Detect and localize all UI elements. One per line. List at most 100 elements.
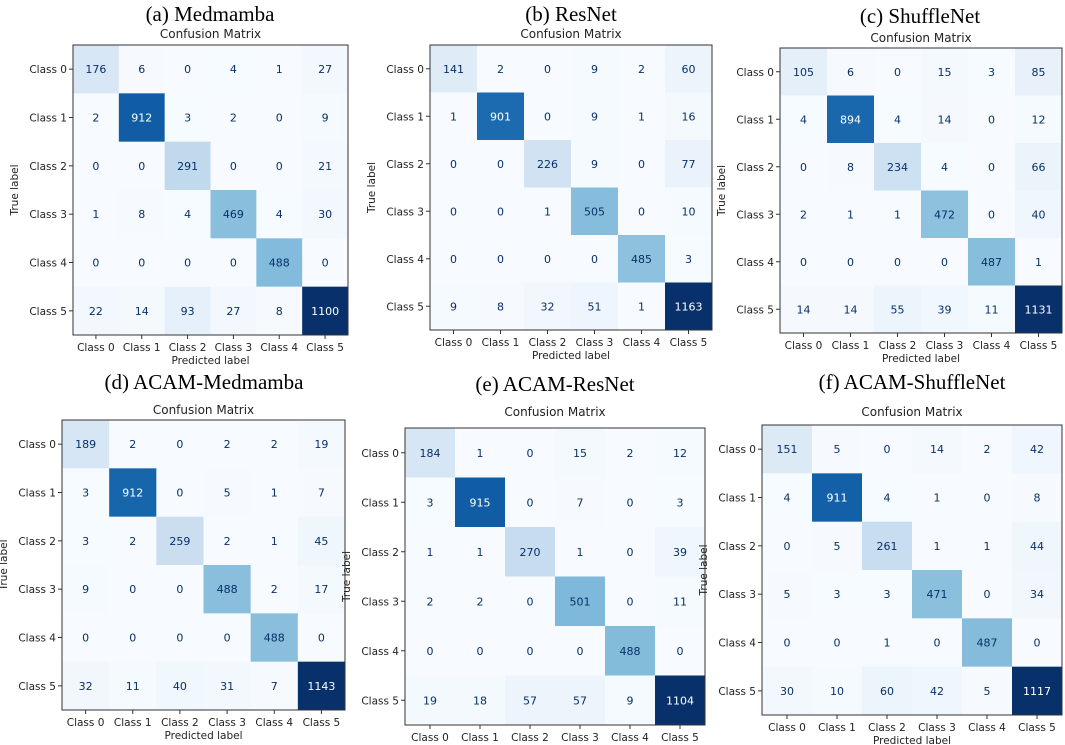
- cell-value: 0: [497, 205, 504, 218]
- y-tick-label: Class 3: [29, 209, 67, 221]
- cell-value: 901: [490, 110, 511, 123]
- cell-value: 14: [930, 443, 944, 456]
- matrix-cell: [210, 45, 257, 94]
- cell-value: 0: [129, 583, 136, 596]
- matrix-cell: [1012, 666, 1063, 716]
- matrix-cell: [430, 282, 478, 331]
- y-axis-label: True label: [0, 539, 10, 591]
- cell-value: 16: [682, 110, 696, 123]
- matrix-cell: [430, 187, 478, 236]
- cell-value: 93: [181, 305, 195, 318]
- cell-value: 3: [988, 66, 995, 79]
- cell-value: 10: [682, 205, 696, 218]
- matrix-cell: [455, 576, 506, 627]
- x-tick-label: Class 4: [968, 722, 1006, 734]
- cell-value: 11: [126, 680, 140, 693]
- cell-value: 0: [176, 583, 183, 596]
- matrix-cell: [605, 675, 656, 726]
- matrix-cell: [203, 516, 252, 566]
- cell-value: 42: [1030, 443, 1044, 456]
- matrix-cell: [962, 521, 1013, 571]
- cell-value: 14: [844, 303, 858, 316]
- matrix-cell: [164, 141, 211, 191]
- cell-value: 176: [85, 63, 106, 76]
- matrix-cell: [862, 425, 913, 474]
- matrix-cell: [524, 187, 572, 236]
- matrix-cell: [156, 516, 204, 566]
- matrix-cell: [73, 286, 120, 336]
- matrix-cell: [297, 613, 346, 663]
- cell-value: 0: [450, 205, 457, 218]
- cell-value: 0: [677, 645, 684, 658]
- y-axis-label: True label: [341, 551, 353, 603]
- matrix-cell: [118, 190, 166, 239]
- cell-value: 0: [784, 637, 791, 650]
- matrix-cell: [874, 190, 922, 239]
- cell-value: 6: [847, 66, 854, 79]
- cell-value: 2: [129, 535, 136, 548]
- y-tick-label: Class 2: [718, 541, 756, 553]
- cell-value: 2: [427, 595, 434, 608]
- matrix-cell: [762, 570, 813, 619]
- cell-value: 1: [477, 447, 484, 460]
- matrix-cell: [921, 95, 969, 144]
- x-axis-label: Predicted label: [171, 355, 249, 367]
- matrix-cell: [921, 190, 969, 239]
- cell-value: 501: [570, 595, 591, 608]
- cell-value: 485: [631, 253, 652, 266]
- cell-value: 7: [318, 487, 325, 500]
- matrix-cell: [477, 45, 525, 93]
- cell-value: 39: [938, 303, 952, 316]
- matrix-cell: [210, 286, 257, 336]
- matrix-cell: [571, 187, 619, 236]
- cell-value: 2: [224, 535, 231, 548]
- matrix-cell: [874, 95, 922, 144]
- cell-value: 77: [682, 158, 696, 171]
- x-tick-label: Class 5: [1018, 722, 1056, 734]
- matrix-cell: [505, 428, 556, 478]
- y-tick-label: Class 1: [386, 111, 424, 123]
- y-tick-label: Class 2: [386, 159, 424, 171]
- matrix-cell: [73, 141, 120, 191]
- cell-value: 3: [834, 588, 841, 601]
- y-tick-label: Class 3: [361, 596, 399, 608]
- x-tick-label: Class 1: [461, 732, 499, 744]
- cell-value: 1: [276, 63, 283, 76]
- cell-value: 0: [544, 110, 551, 123]
- cell-value: 2: [627, 447, 634, 460]
- y-tick-label: Class 2: [736, 162, 774, 174]
- matrix-cell: [250, 661, 299, 711]
- matrix-cell: [874, 238, 922, 286]
- cell-value: 0: [834, 637, 841, 650]
- matrix-cell: [762, 666, 813, 716]
- matrix-cell: [164, 93, 211, 143]
- plot-frame: [72, 44, 349, 336]
- x-axis-label: Predicted label: [873, 735, 951, 745]
- matrix-cell: [921, 238, 969, 286]
- cell-value: 0: [527, 447, 534, 460]
- cell-value: 0: [450, 253, 457, 266]
- matrix-cell: [1012, 521, 1063, 571]
- cell-value: 469: [223, 208, 244, 221]
- matrix-cell: [203, 420, 252, 469]
- cell-value: 0: [276, 112, 283, 125]
- cell-value: 1: [544, 205, 551, 218]
- y-axis-label: True label: [9, 164, 21, 216]
- matrix-cell: [477, 187, 525, 236]
- cell-value: 259: [169, 535, 190, 548]
- matrix-cell: [256, 190, 303, 239]
- cell-value: 42: [930, 685, 944, 698]
- matrix-cell: [780, 190, 828, 239]
- cell-value: 0: [934, 637, 941, 650]
- cell-value: 5: [834, 443, 841, 456]
- panel-title: (e) ACAM-ResNet: [475, 372, 635, 396]
- cell-value: 1: [984, 540, 991, 553]
- matrix-cell: [405, 576, 456, 627]
- matrix-cell: [250, 565, 299, 614]
- cell-value: 5: [834, 540, 841, 553]
- matrix-cell: [210, 141, 257, 191]
- matrix-cell: [655, 477, 706, 528]
- x-tick-label: Class 1: [832, 340, 870, 352]
- matrix-cell: [430, 140, 478, 188]
- matrix-cell: [780, 143, 828, 191]
